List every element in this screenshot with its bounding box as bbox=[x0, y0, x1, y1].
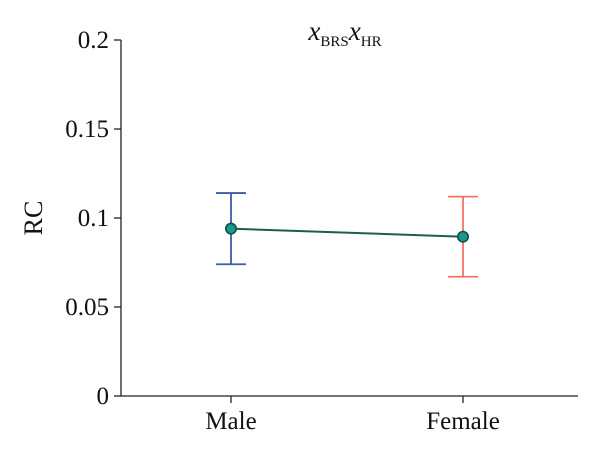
y-tick-label: 0.05 bbox=[65, 294, 109, 321]
axes bbox=[120, 40, 578, 397]
title-var-1: x bbox=[307, 16, 320, 46]
data-point-female bbox=[456, 230, 469, 243]
svg-text:xBRSxHR: xBRSxHR bbox=[307, 16, 381, 50]
title-subscript-2: HR bbox=[361, 34, 382, 50]
title-subscript-1: BRS bbox=[320, 34, 348, 50]
series-line-group bbox=[230, 227, 464, 238]
y-ticks: 0 0.05 0.1 0.15 0.2 bbox=[65, 27, 121, 410]
y-tick-label: 0.15 bbox=[65, 116, 109, 143]
series-line bbox=[230, 227, 464, 238]
x-ticks: Male Female bbox=[205, 396, 500, 435]
title-var-2: x bbox=[348, 16, 361, 46]
y-tick-label: 0.1 bbox=[78, 205, 109, 232]
y-tick-label: 0 bbox=[97, 383, 110, 410]
chart-title: xBRSxHR bbox=[307, 16, 381, 50]
x-tick-label-male: Male bbox=[205, 408, 256, 435]
y-axis-title: RC bbox=[19, 201, 48, 236]
data-points bbox=[225, 222, 469, 243]
data-point-male bbox=[225, 222, 238, 235]
x-tick-label-female: Female bbox=[426, 408, 500, 435]
y-tick-label: 0.2 bbox=[78, 27, 109, 54]
